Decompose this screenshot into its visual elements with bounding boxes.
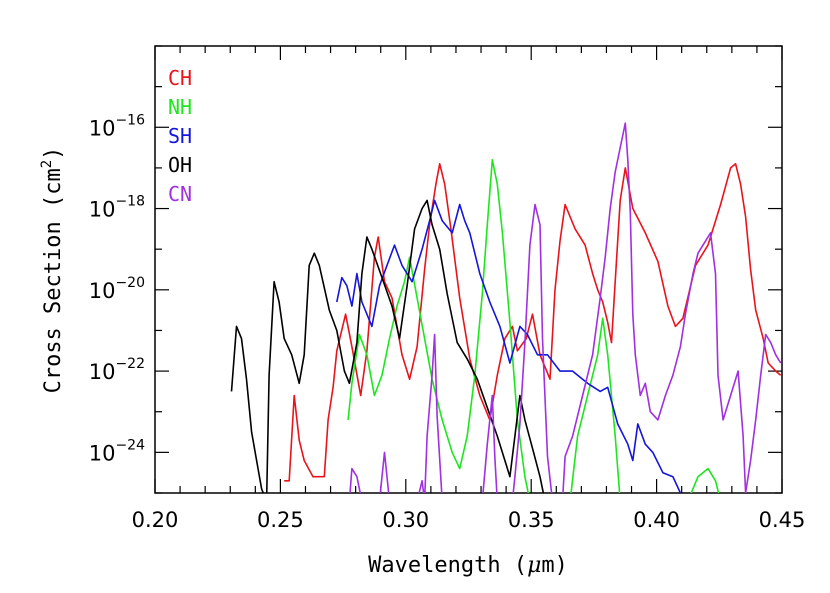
legend-entry-nh: NH	[168, 95, 192, 119]
legend-entry-oh: OH	[168, 153, 192, 177]
series-line-oh	[230, 199, 545, 493]
y-axis-title-sup: 2	[39, 160, 55, 168]
x-tick-label: 0.20	[132, 508, 179, 532]
y-tick-label: 10−20	[89, 275, 145, 303]
y-tick-label: 10−22	[89, 356, 145, 384]
x-axis-title: Wavelength (μm)	[368, 553, 568, 578]
x-tick-label: 0.40	[633, 508, 680, 532]
y-axis-title-post: )	[41, 147, 66, 160]
series-layer	[230, 122, 782, 493]
series-line-nh	[347, 159, 720, 493]
plot-frame	[154, 45, 783, 494]
series-line-sh	[336, 199, 682, 493]
x-axis-title-post: m)	[541, 553, 568, 578]
legend-entry-ch: CH	[168, 66, 192, 90]
legend-entry-cn: CN	[168, 182, 192, 206]
series-line-cn	[349, 122, 782, 493]
x-tick-label: 0.25	[257, 508, 304, 532]
x-tick-label: 0.30	[382, 508, 429, 532]
x-tick-label: 0.35	[508, 508, 555, 532]
x-axis-title-pre: Wavelength (	[368, 553, 527, 578]
tick-labels: 0.20 0.25 0.30 0.35 0.40 0.45 10−24 10−22 10−20 1…	[89, 112, 806, 532]
y-tick-label: 10−16	[89, 112, 145, 140]
legend-entry-sh: SH	[168, 124, 192, 148]
y-axis-title-pre: Cross Section (cm	[41, 168, 66, 393]
x-axis-title-mu: μ	[527, 553, 541, 578]
y-axis-title: Cross Section (cm2)	[39, 147, 66, 394]
legend: CH NH SH OH CN	[168, 66, 192, 206]
series-line-ch	[284, 163, 782, 482]
x-tick-label: 0.45	[759, 508, 806, 532]
axis-ticks	[154, 45, 783, 494]
y-tick-label: 10−18	[89, 194, 145, 222]
y-tick-label: 10−24	[89, 437, 145, 465]
